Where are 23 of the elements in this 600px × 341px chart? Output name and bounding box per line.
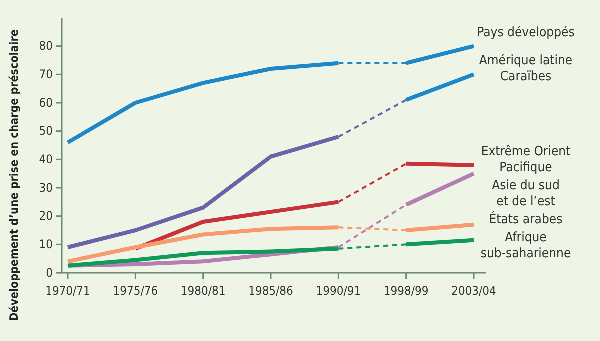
x-tick-label: 1980/81 [180,284,226,298]
x-tick-label: 1990/91 [316,284,362,298]
series-label: Asie du sud et de l’est [492,178,560,210]
y-tick-label: 80 [39,39,54,54]
x-tick-label: 1998/99 [384,284,429,298]
series-label: Afrique sub-saharienne [480,230,572,262]
x-tick-label: 1970/71 [46,284,90,298]
x-tick-label: 2003/04 [452,284,497,298]
y-axis-title: Développement d’une prise en charge préscolaire [7,30,21,322]
x-tick-label: 1985/86 [248,284,294,298]
series-label: États arabes [489,210,563,228]
y-tick-label: 0 [46,266,54,280]
series-label: Extrême Orient Pacifique [481,144,572,176]
y-tick-label: 40 [39,152,54,167]
y-tick-label: 60 [39,96,54,110]
y-tick-label: 30 [39,180,54,195]
y-tick-label: 70 [39,68,54,82]
x-tick-label: 1975/76 [113,284,158,298]
y-tick-label: 50 [39,124,54,138]
y-tick-label: 10 [39,238,54,252]
series-label: Pays développés [477,25,575,40]
y-tick-label: 20 [39,209,54,224]
series-label: Amérique latine Caraïbes [479,54,573,85]
